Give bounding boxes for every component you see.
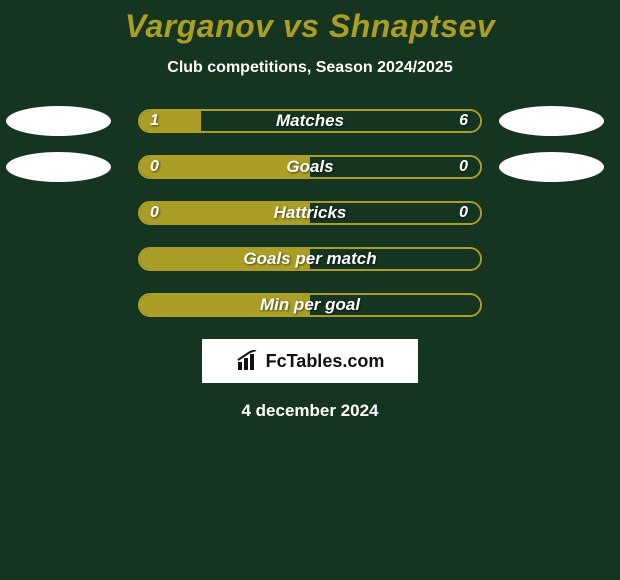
stat-bar-track (138, 155, 482, 179)
stat-bar-right-fill (201, 111, 480, 131)
stat-row: Matches16 (0, 109, 620, 133)
comparison-infographic: Varganov vs Shnaptsev Club competitions,… (0, 0, 620, 580)
stat-bar-track (138, 201, 482, 225)
stat-value-left: 0 (150, 201, 159, 225)
stat-row: Min per goal (0, 293, 620, 317)
stat-bar-track (138, 109, 482, 133)
logo-text: FcTables.com (266, 351, 385, 372)
stat-bar-right-fill (310, 295, 480, 315)
stat-bar-track (138, 247, 482, 271)
stat-value-right: 6 (459, 109, 468, 133)
stat-bar-track (138, 293, 482, 317)
player-oval-right (499, 152, 604, 182)
stat-value-right: 0 (459, 155, 468, 179)
page-title: Varganov vs Shnaptsev (0, 0, 620, 45)
player-oval-left (6, 152, 111, 182)
stat-value-left: 1 (150, 109, 159, 133)
stat-bar-left-fill (140, 157, 310, 177)
stat-bar-right-fill (310, 157, 480, 177)
stat-rows: Matches16Goals00Hattricks00Goals per mat… (0, 109, 620, 317)
stat-value-left: 0 (150, 155, 159, 179)
stat-row: Goals00 (0, 155, 620, 179)
date: 4 december 2024 (0, 401, 620, 421)
stat-row: Goals per match (0, 247, 620, 271)
stat-bar-left-fill (140, 295, 310, 315)
stat-row: Hattricks00 (0, 201, 620, 225)
player-oval-left (6, 106, 111, 136)
stat-bar-left-fill (140, 249, 310, 269)
chart-icon (236, 350, 262, 372)
player-oval-right (499, 106, 604, 136)
stat-bar-right-fill (310, 249, 480, 269)
stat-bar-right-fill (310, 203, 480, 223)
logo-box: FcTables.com (202, 339, 418, 383)
subtitle: Club competitions, Season 2024/2025 (0, 59, 620, 77)
stat-bar-left-fill (140, 203, 310, 223)
stat-value-right: 0 (459, 201, 468, 225)
